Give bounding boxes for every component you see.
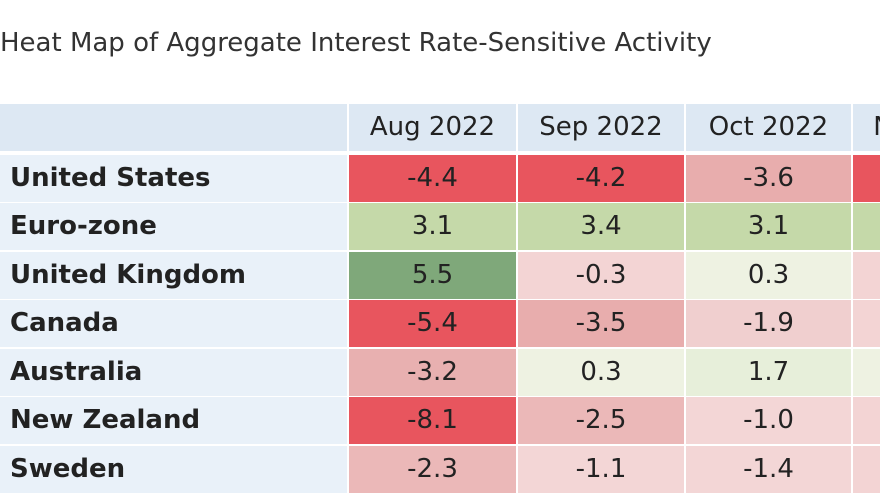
value-cell: -3.2 <box>349 348 516 396</box>
value-cell: -5.4 <box>349 300 516 347</box>
column-header: Oct 2022 <box>686 104 851 151</box>
value-cell: 0.3 <box>518 348 684 396</box>
value-cell: -1.0 <box>686 397 851 444</box>
row-label: Australia <box>0 348 347 396</box>
value-cell: 0.3 <box>686 251 851 299</box>
value-cell <box>853 251 880 299</box>
value-cell: 3.4 <box>518 203 684 250</box>
column-header: Aug 2022 <box>349 104 516 151</box>
value-cell <box>853 397 880 444</box>
value-cell: 1.7 <box>686 348 851 396</box>
row-label: Sweden <box>0 445 347 493</box>
column-header: N <box>853 104 880 151</box>
value-cell: -4.4 <box>349 154 516 202</box>
value-cell: -1.9 <box>686 300 851 347</box>
value-cell: -0.3 <box>518 251 684 299</box>
value-cell <box>853 154 880 202</box>
value-cell: -2.3 <box>349 445 516 493</box>
value-cell <box>853 203 880 250</box>
value-cell: -1.4 <box>686 445 851 493</box>
value-cell <box>853 300 880 347</box>
header-cell <box>0 104 347 151</box>
row-label: Canada <box>0 300 347 347</box>
row-label: Euro-zone <box>0 203 347 250</box>
value-cell: -2.5 <box>518 397 684 444</box>
value-cell: -1.1 <box>518 445 684 493</box>
value-cell: -4.2 <box>518 154 684 202</box>
row-label: United States <box>0 154 347 202</box>
value-cell: 3.1 <box>349 203 516 250</box>
row-label: United Kingdom <box>0 251 347 299</box>
row-label: New Zealand <box>0 397 347 444</box>
title: Heat Map of Aggregate Interest Rate-Sens… <box>0 28 712 58</box>
value-cell: -8.1 <box>349 397 516 444</box>
value-cell <box>853 348 880 396</box>
value-cell: 5.5 <box>349 251 516 299</box>
value-cell: 3.1 <box>686 203 851 250</box>
column-header: Sep 2022 <box>518 104 684 151</box>
value-cell: -3.5 <box>518 300 684 347</box>
value-cell: -3.6 <box>686 154 851 202</box>
value-cell <box>853 445 880 493</box>
